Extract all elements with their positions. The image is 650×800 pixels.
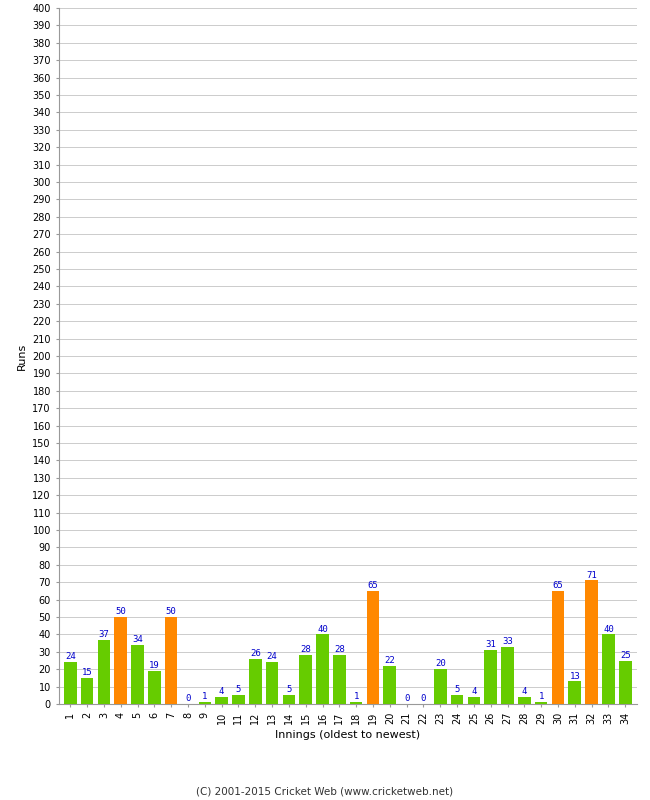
Text: 4: 4 (522, 687, 527, 696)
Text: 13: 13 (569, 671, 580, 681)
Bar (131, 645, 144, 704)
Text: 1: 1 (202, 692, 207, 702)
Text: 15: 15 (82, 668, 92, 677)
Text: 40: 40 (603, 625, 614, 634)
Text: 25: 25 (620, 650, 630, 660)
Bar (98, 640, 111, 704)
Bar (283, 695, 295, 704)
Text: 1: 1 (538, 692, 544, 702)
Bar (484, 650, 497, 704)
Bar (316, 634, 329, 704)
Text: (C) 2001-2015 Cricket Web (www.cricketweb.net): (C) 2001-2015 Cricket Web (www.cricketwe… (196, 786, 454, 796)
Text: 20: 20 (435, 659, 446, 668)
Bar (619, 661, 632, 704)
Bar (249, 658, 261, 704)
Text: 24: 24 (65, 652, 75, 662)
Bar (602, 634, 615, 704)
Text: 5: 5 (236, 686, 241, 694)
Bar (518, 697, 530, 704)
Text: 34: 34 (132, 635, 143, 644)
Bar (467, 697, 480, 704)
Bar (552, 591, 564, 704)
Bar (434, 669, 447, 704)
Bar (350, 702, 363, 704)
Bar (300, 655, 312, 704)
Bar (232, 695, 245, 704)
Text: 0: 0 (421, 694, 426, 703)
Text: 71: 71 (586, 570, 597, 579)
Y-axis label: Runs: Runs (17, 342, 27, 370)
Text: 19: 19 (149, 661, 160, 670)
Text: 22: 22 (384, 656, 395, 665)
Text: 0: 0 (404, 694, 410, 703)
Text: 28: 28 (300, 646, 311, 654)
Bar (585, 581, 598, 704)
Text: 4: 4 (219, 687, 224, 696)
Bar (569, 682, 581, 704)
Bar (114, 617, 127, 704)
Bar (215, 697, 228, 704)
Bar (501, 646, 514, 704)
Text: 33: 33 (502, 637, 513, 646)
Text: 1: 1 (354, 692, 359, 702)
Text: 37: 37 (99, 630, 109, 638)
Text: 31: 31 (486, 640, 496, 649)
Text: 5: 5 (454, 686, 460, 694)
Text: 24: 24 (266, 652, 278, 662)
Text: 65: 65 (552, 581, 564, 590)
Bar (384, 666, 396, 704)
Bar (198, 702, 211, 704)
Bar (367, 591, 380, 704)
Text: 65: 65 (368, 581, 378, 590)
Bar (148, 671, 161, 704)
Bar (450, 695, 463, 704)
Bar (81, 678, 94, 704)
Text: 50: 50 (166, 607, 177, 616)
Text: 40: 40 (317, 625, 328, 634)
Text: 0: 0 (185, 694, 190, 703)
Bar (333, 655, 346, 704)
Bar (266, 662, 278, 704)
Bar (64, 662, 77, 704)
Text: 5: 5 (286, 686, 292, 694)
Text: 28: 28 (334, 646, 345, 654)
Text: 50: 50 (115, 607, 126, 616)
Text: 26: 26 (250, 649, 261, 658)
Bar (165, 617, 177, 704)
X-axis label: Innings (oldest to newest): Innings (oldest to newest) (275, 730, 421, 740)
Text: 4: 4 (471, 687, 476, 696)
Bar (535, 702, 547, 704)
